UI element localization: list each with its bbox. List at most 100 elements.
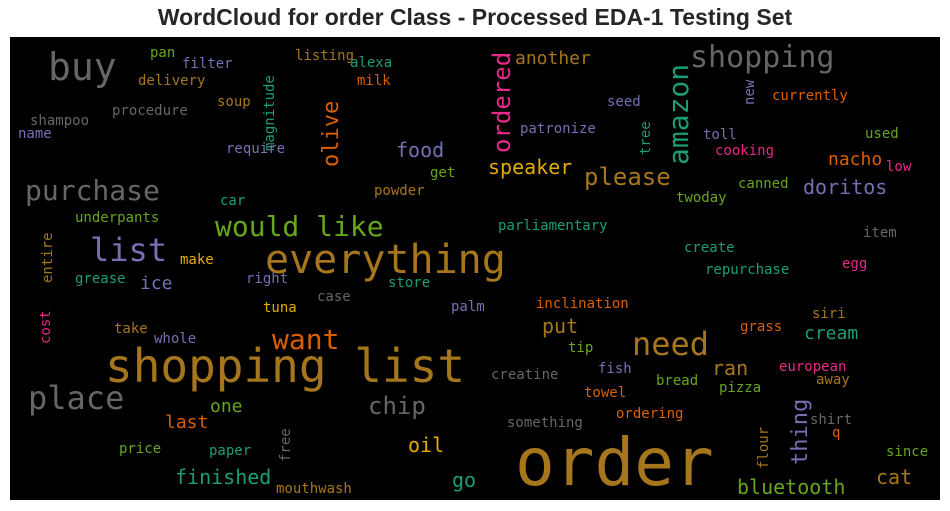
word-magnitude: magnitude (262, 75, 278, 151)
word-siri: siri (812, 306, 846, 322)
word-bluetooth: bluetooth (737, 475, 845, 499)
word-store: store (388, 275, 430, 291)
word-car: car (220, 193, 245, 209)
word-since: since (886, 444, 928, 460)
word-cooking: cooking (715, 143, 774, 159)
word-egg: egg (842, 256, 867, 272)
word-take: take (114, 321, 148, 337)
word-creatine: creatine (491, 367, 558, 383)
word-inclination: inclination (536, 296, 629, 312)
word-palm: palm (451, 299, 485, 315)
word-speaker: speaker (488, 155, 572, 179)
word-powder: powder (374, 183, 425, 199)
word-bread: bread (656, 373, 698, 389)
word-another: another (515, 48, 591, 69)
word-everything: everything (265, 237, 506, 283)
word-make: make (180, 252, 214, 268)
word-would-like: would like (215, 210, 384, 243)
word-seed: seed (607, 94, 641, 110)
word-thing: thing (788, 399, 813, 465)
word-item: item (863, 225, 897, 241)
word-tip: tip (568, 340, 593, 356)
word-shopping: shopping (690, 40, 835, 75)
word-get: get (430, 165, 455, 181)
word-filter: filter (182, 56, 233, 72)
word-something: something (507, 415, 583, 431)
word-last: last (165, 412, 208, 433)
word-new: new (742, 79, 758, 105)
word-buy: buy (48, 45, 117, 89)
word-right: right (246, 271, 288, 287)
word-currently: currently (772, 88, 848, 104)
word-ice: ice (140, 273, 173, 294)
word-paper: paper (209, 443, 251, 459)
word-flour: flour (756, 427, 772, 469)
word-tuna: tuna (263, 300, 297, 316)
word-food: food (396, 138, 444, 162)
word-list: list (90, 231, 167, 269)
word-used: used (865, 126, 899, 142)
word-please: please (584, 163, 671, 191)
word-need: need (632, 325, 709, 363)
word-chip: chip (368, 392, 426, 420)
word-cream: cream (804, 323, 858, 344)
word-whole: whole (154, 331, 196, 347)
word-place: place (28, 379, 124, 417)
word-olive: olive (319, 101, 344, 167)
word-toll: toll (703, 127, 737, 143)
word-ordered: ordered (488, 52, 516, 153)
word-nacho: nacho (828, 149, 882, 170)
word-shampoo: shampoo (30, 113, 89, 129)
word-one: one (210, 396, 243, 417)
word-fish: fish (598, 361, 632, 377)
word-repurchase: repurchase (705, 262, 789, 278)
word-name: name (18, 126, 52, 142)
word-finished: finished (175, 465, 271, 489)
chart-title: WordCloud for order Class - Processed ED… (157, 4, 793, 30)
word-doritos: doritos (803, 175, 887, 199)
word-low: low (886, 159, 912, 175)
word-procedure: procedure (112, 103, 188, 119)
word-away: away (816, 372, 850, 388)
word-want: want (272, 323, 339, 356)
word-put: put (542, 314, 578, 338)
word-ordering: ordering (616, 406, 683, 422)
word-create: create (684, 240, 735, 256)
word-milk: milk (357, 73, 391, 89)
word-cost: cost (38, 310, 54, 344)
word-alexa: alexa (350, 55, 392, 71)
word-listing: listing (295, 48, 354, 64)
word-free: free (278, 428, 294, 462)
word-shirt: shirt (810, 412, 852, 428)
word-cat: cat (876, 465, 912, 489)
word-entire: entire (40, 232, 56, 283)
word-case: case (317, 289, 351, 305)
word-oil: oil (408, 433, 444, 457)
word-grease: grease (75, 271, 126, 287)
word-price: price (119, 441, 161, 457)
word-order: order (515, 424, 714, 500)
word-delivery: delivery (138, 73, 205, 89)
word-grass: grass (740, 319, 782, 335)
word-parliamentary: parliamentary (498, 218, 608, 234)
word-patronize: patronize (520, 121, 596, 137)
word-q: q (832, 425, 840, 441)
word-towel: towel (584, 385, 626, 401)
word-amazon: amazon (662, 64, 695, 165)
word-european: european (779, 359, 846, 375)
word-twoday: twoday (676, 190, 727, 206)
word-require: require (226, 141, 285, 157)
word-canned: canned (738, 176, 789, 192)
wordcloud-canvas: order shopping list everything buy shopping a… (10, 37, 940, 500)
word-mouthwash: mouthwash (276, 481, 352, 497)
word-underpants: underpants (75, 210, 159, 226)
word-tree: tree (638, 121, 654, 155)
word-soup: soup (217, 94, 251, 110)
word-shopping-list: shopping list (105, 339, 465, 393)
word-go: go (452, 468, 476, 492)
word-ran: ran (712, 356, 748, 380)
word-pan: pan (150, 45, 175, 61)
word-purchase: purchase (25, 174, 160, 207)
word-pizza: pizza (719, 380, 761, 396)
